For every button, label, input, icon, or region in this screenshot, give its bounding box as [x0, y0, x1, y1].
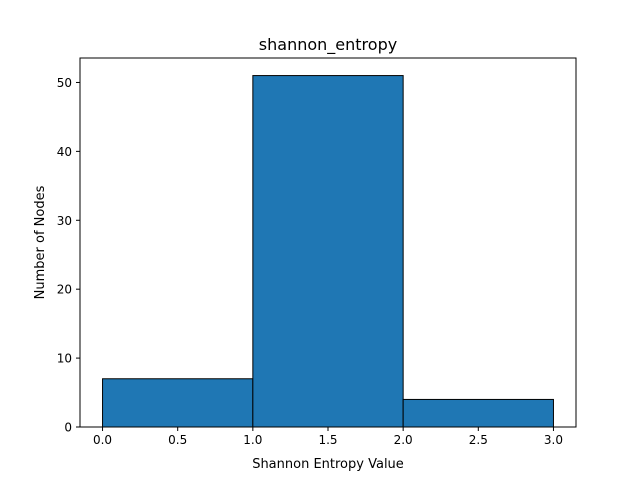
y-tick-label-2: 20	[57, 283, 72, 297]
plot-frame	[79, 57, 577, 428]
histogram-bar-2	[402, 398, 554, 428]
x-tick-label-4: 2.0	[394, 433, 413, 447]
x-tick-label-5: 2.5	[469, 433, 488, 447]
y-tick-label-1: 10	[57, 352, 72, 366]
chart-title: shannon_entropy	[259, 35, 397, 55]
x-tick-label-1: 0.5	[168, 433, 187, 447]
x-tick-label-6: 3.0	[544, 433, 563, 447]
x-axis-label: Shannon Entropy Value	[252, 457, 404, 472]
bars-group	[102, 75, 554, 428]
y-tick-label-5: 50	[57, 76, 72, 90]
y-axis-ticks: 0 10 20 30 40 50	[57, 76, 80, 435]
y-tick-label-0: 0	[64, 421, 72, 435]
y-tick-label-3: 30	[57, 214, 72, 228]
y-axis-label: Number of Nodes	[33, 185, 48, 299]
histogram-bar-1	[252, 75, 404, 428]
x-tick-label-3: 1.5	[318, 433, 337, 447]
x-tick-label-0: 0.0	[93, 433, 112, 447]
histogram-bar-0	[102, 378, 254, 428]
x-tick-label-2: 1.0	[243, 433, 262, 447]
y-tick-label-4: 40	[57, 145, 72, 159]
x-axis-ticks: 0.0 0.5 1.0 1.5 2.0 2.5 3.0	[93, 427, 563, 447]
